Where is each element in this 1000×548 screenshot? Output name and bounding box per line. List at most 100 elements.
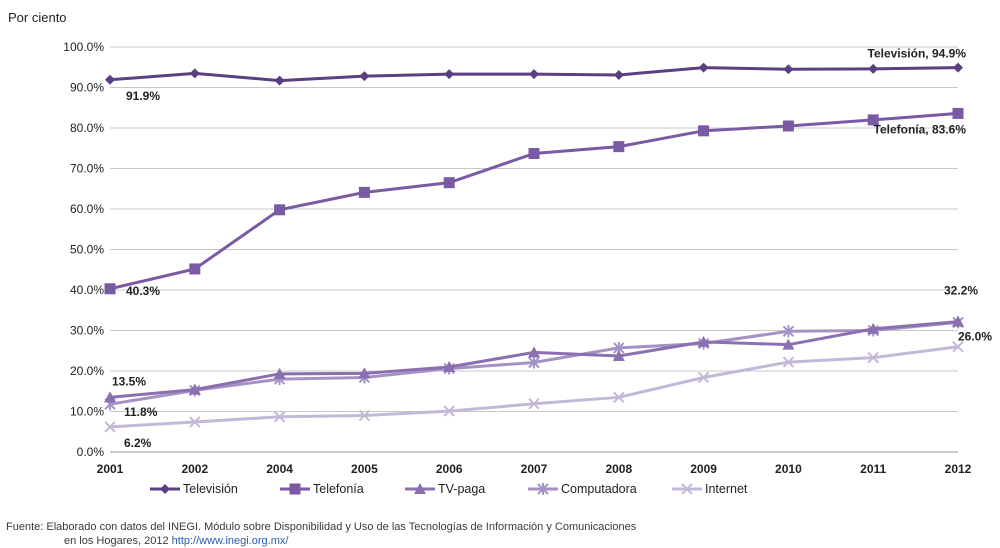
y-tick-label: 30.0% [70, 324, 104, 338]
data-point [868, 63, 879, 74]
y-tick-label: 60.0% [70, 202, 104, 216]
data-point [528, 148, 540, 160]
y-tick-label: 80.0% [70, 121, 104, 135]
source-note: Fuente: Elaborado con datos del INEGI. M… [6, 520, 996, 548]
data-point [782, 120, 794, 132]
gridlines [110, 46, 958, 453]
x-tick-label: 2002 [181, 462, 208, 476]
data-point [867, 322, 880, 334]
data-point [612, 350, 625, 362]
data-label: Telefonía, 83.6% [874, 122, 967, 136]
data-point [782, 338, 795, 350]
y-tick-label: 20.0% [70, 364, 104, 378]
data-point [443, 360, 456, 372]
data-label: 26.0% [958, 330, 992, 344]
y-tick-label: 40.0% [70, 283, 104, 297]
y-tick-label: 90.0% [70, 81, 104, 95]
data-point [274, 204, 286, 216]
data-point [104, 421, 116, 433]
legend-label: Televisión [183, 482, 238, 496]
series-tv-paga [104, 315, 964, 403]
source-line-2: en los Hogares, 2012 [64, 535, 169, 547]
data-point [952, 340, 964, 353]
series-group [104, 62, 964, 433]
x-tick-label: 2005 [351, 462, 378, 476]
legend: Televisión Telefonía TV-paga Computadora Int… [150, 482, 748, 496]
data-point [613, 141, 625, 153]
data-point [444, 69, 455, 80]
legend-marker [289, 483, 301, 495]
data-label: 40.3% [126, 284, 160, 298]
data-point [613, 69, 624, 80]
data-point [782, 356, 795, 368]
data-label: 13.5% [112, 374, 146, 388]
legend-label: Internet [705, 482, 748, 496]
x-tick-labels: 2001 2002 2004 2005 2006 2007 2008 2009 2010 2011… [97, 462, 972, 476]
data-point [867, 351, 879, 364]
legend-label: Computadora [561, 482, 637, 496]
data-point [952, 315, 964, 327]
legend-item-tv-paga: TV-paga [405, 482, 485, 496]
source-line-2-wrap: en los Hogares, 2012 http://www.inegi.or… [6, 534, 996, 548]
series-television [105, 62, 963, 86]
y-tick-label: 50.0% [70, 243, 104, 257]
data-point [188, 383, 201, 395]
data-point [358, 186, 370, 198]
series-line [109, 111, 959, 291]
data-point [105, 74, 115, 85]
data-point [783, 64, 794, 75]
data-point [273, 367, 286, 379]
x-tick-label: 2008 [605, 462, 632, 476]
legend-label: TV-paga [438, 482, 485, 496]
x-tick-label: 2006 [436, 462, 463, 476]
x-tick-label: 2004 [266, 462, 293, 476]
chart-canvas: Por ciento 0.0% 10.0% 20.0% 30.0% 40.0% 50.0%… [8, 10, 992, 496]
data-point [273, 411, 286, 423]
y-tick-label: 0.0% [77, 445, 105, 459]
data-point [358, 367, 371, 379]
legend-marker [160, 484, 170, 494]
series-internet [104, 340, 964, 433]
x-tick-label: 2012 [945, 462, 972, 476]
y-axis-label: Por ciento [8, 10, 67, 25]
data-point [613, 391, 625, 404]
data-point [528, 398, 540, 410]
legend-item-television: Televisión [150, 482, 238, 496]
data-label: 11.8% [124, 405, 158, 419]
y-tick-label: 70.0% [70, 162, 104, 176]
x-tick-label: 2011 [860, 462, 886, 476]
data-point [697, 371, 710, 384]
data-point [189, 68, 200, 79]
legend-label: Telefonía [313, 482, 364, 496]
x-tick-label: 2009 [690, 462, 717, 476]
y-tick-labels: 0.0% 10.0% 20.0% 30.0% 40.0% 50.0% 60.0% 70.0% 8… [63, 40, 104, 459]
annotations: 91.9% Televisión, 94.9% Telefonía, 83.6% 40… [112, 47, 992, 450]
series-telefonia [104, 107, 964, 295]
data-label: 6.2% [124, 436, 152, 450]
data-label: Televisión, 94.9% [868, 47, 967, 61]
source-link[interactable]: http://www.inegi.org.mx/ [171, 535, 289, 547]
data-point [359, 71, 370, 82]
legend-item-internet: Internet [672, 482, 748, 496]
x-tick-label: 2010 [775, 462, 802, 476]
data-point [104, 391, 116, 403]
y-tick-label: 100.0% [63, 40, 104, 54]
data-point [189, 263, 201, 275]
data-point [697, 335, 710, 347]
data-label: 32.2% [944, 284, 978, 298]
data-point [443, 177, 455, 189]
data-point [443, 405, 455, 417]
y-tick-label: 10.0% [70, 405, 104, 419]
data-point [952, 107, 964, 119]
data-point [953, 62, 963, 73]
source-line-1: Fuente: Elaborado con datos del INEGI. M… [6, 521, 637, 533]
data-point [528, 356, 540, 369]
legend-item-computadora: Computadora [528, 482, 637, 496]
data-point [528, 346, 540, 358]
data-point [698, 125, 710, 137]
data-label: 91.9% [126, 89, 160, 103]
data-point [867, 114, 879, 126]
data-point [529, 69, 539, 80]
x-tick-label: 2001 [97, 462, 124, 476]
